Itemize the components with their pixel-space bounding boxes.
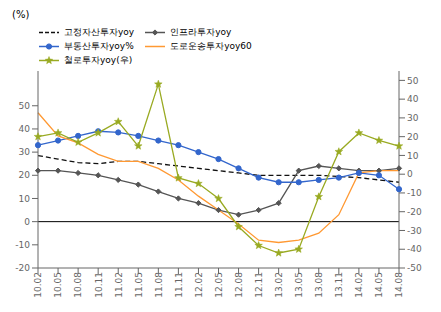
svg-text:13.05: 13.05: [294, 272, 304, 298]
html-text:고정자산투자yoy: 고정자산투자yoy: [64, 27, 135, 37]
svg-text:40: 40: [19, 124, 31, 134]
svg-text:11.05: 11.05: [134, 272, 144, 298]
svg-text:0: 0: [407, 169, 413, 179]
svg-text:10: 10: [407, 151, 419, 161]
svg-text:-10: -10: [15, 240, 30, 250]
svg-text:13.08: 13.08: [314, 272, 324, 298]
svg-text:-50: -50: [407, 263, 422, 273]
svg-text:-20: -20: [407, 207, 422, 217]
svg-text:40: 40: [407, 94, 419, 104]
svg-text:11.08: 11.08: [154, 272, 164, 298]
svg-text:20: 20: [407, 132, 419, 142]
svg-text:10.11: 10.11: [94, 272, 104, 298]
html-text:부동산투자yoy%: 부동산투자yoy%: [64, 41, 134, 51]
svg-text:30: 30: [19, 147, 31, 157]
svg-text:50: 50: [407, 76, 419, 86]
svg-text:0: 0: [24, 217, 30, 227]
svg-text:13.11: 13.11: [334, 272, 344, 298]
svg-text:10.08: 10.08: [74, 272, 84, 298]
html-text:인프라투자yoy: 인프라투자yoy: [170, 27, 232, 37]
svg-text:14.08: 14.08: [394, 272, 404, 298]
svg-text:12.08: 12.08: [234, 272, 244, 298]
svg-text:14.05: 14.05: [374, 272, 384, 298]
svg-text:12.02: 12.02: [194, 272, 204, 298]
svg-text:12.05: 12.05: [214, 272, 224, 298]
svg-text:50: 50: [19, 101, 31, 111]
svg-text:10.02: 10.02: [33, 272, 43, 298]
svg-text:-10: -10: [407, 188, 422, 198]
svg-text:-40: -40: [407, 244, 422, 254]
html-text:도로운송투자yoy60: 도로운송투자yoy60: [170, 41, 252, 51]
svg-text:30: 30: [407, 113, 419, 123]
svg-text:10.05: 10.05: [53, 272, 63, 298]
html-text:철로투자yoy(우): 철로투자yoy(우): [64, 55, 133, 65]
svg-text:14.02: 14.02: [354, 272, 364, 298]
svg-text:10: 10: [19, 194, 31, 204]
svg-text:-30: -30: [407, 226, 422, 236]
svg-text:20: 20: [19, 170, 31, 180]
svg-text:11.11: 11.11: [174, 272, 184, 298]
svg-text:13.02: 13.02: [274, 272, 284, 298]
svg-text:12.11: 12.11: [254, 272, 264, 298]
svg-text:11.02: 11.02: [114, 272, 124, 298]
svg-text:-20: -20: [15, 263, 30, 273]
